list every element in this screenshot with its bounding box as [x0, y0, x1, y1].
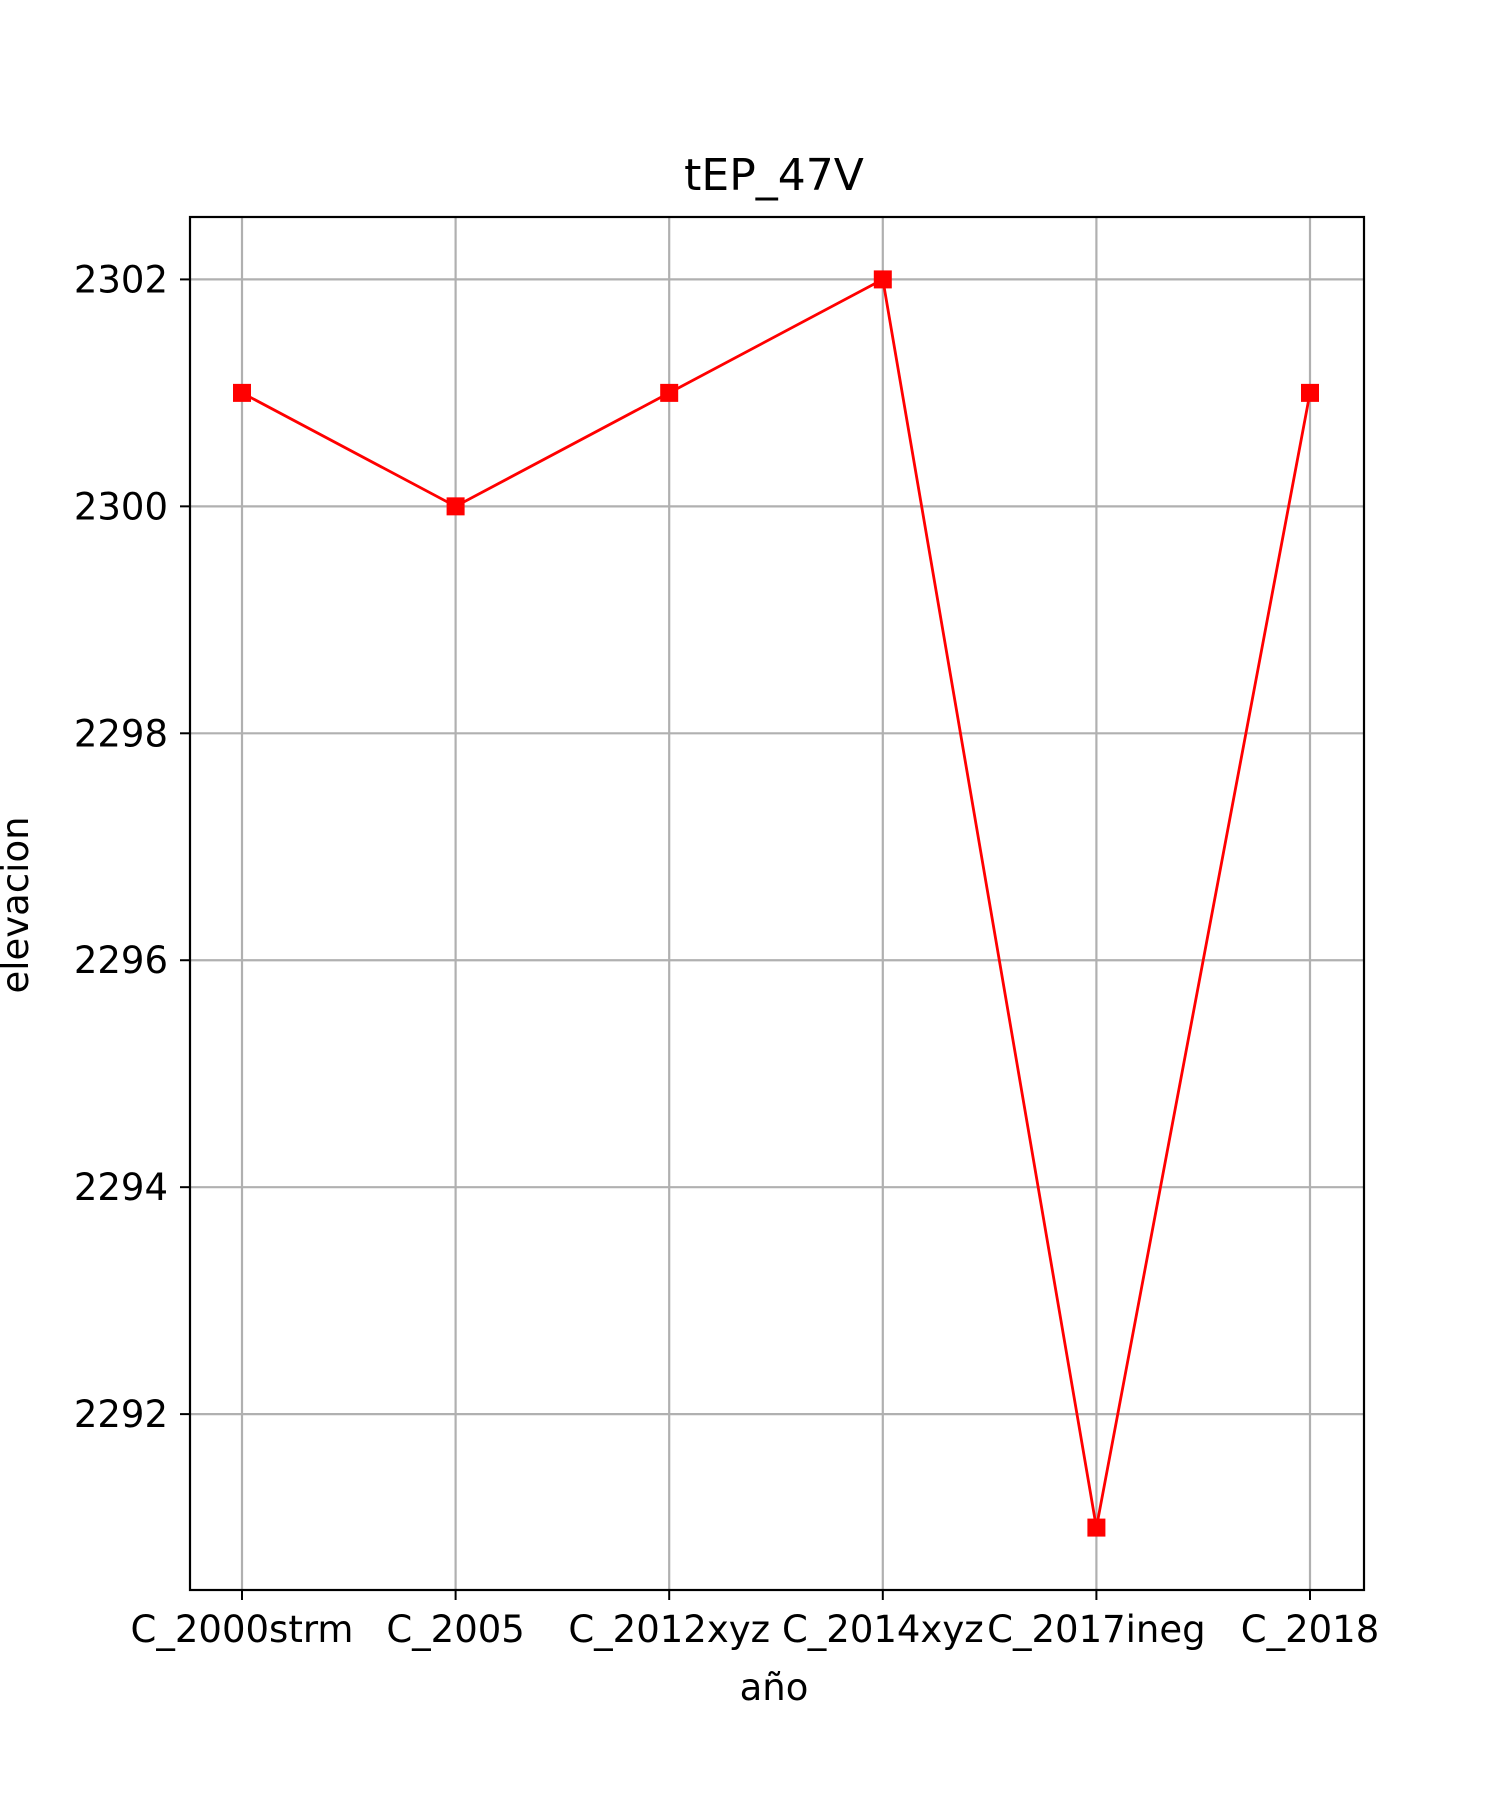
data-point-marker: [660, 383, 679, 402]
y-tick-label: 2302: [74, 258, 168, 301]
y-tick-label: 2298: [74, 712, 168, 755]
y-axis-label: elevacion: [0, 816, 37, 993]
x-axis-label: año: [740, 1666, 809, 1709]
data-point-marker: [1301, 383, 1319, 402]
tick-layer: C_2000strm C_2005 C_2012xyz C_2014xyz C_2017…: [74, 258, 1379, 1651]
data-point-marker: [233, 383, 251, 402]
y-tick-label: 2292: [74, 1393, 168, 1436]
series-line: [241, 277, 1312, 1528]
series-layer: [233, 270, 1319, 1537]
y-tick-label: 2300: [74, 485, 168, 528]
x-tick-label: C_2012xyz: [568, 1608, 770, 1651]
grid: [190, 217, 1364, 1590]
data-point-marker: [446, 497, 465, 516]
data-point-marker: [873, 270, 892, 289]
data-point-marker: [1087, 1518, 1106, 1537]
x-tick-label: C_2005: [386, 1608, 525, 1651]
y-tick-label: 2296: [74, 939, 168, 982]
chart-title: tEP_47V: [684, 150, 864, 201]
x-tick-label: C_2014xyz: [782, 1608, 984, 1651]
y-tick-label: 2294: [74, 1166, 168, 1209]
x-tick-label: C_2017ineg: [987, 1608, 1205, 1651]
x-tick-label: C_2018: [1241, 1608, 1380, 1651]
axes-frame: [188, 215, 1366, 1592]
x-tick-label: C_2000strm: [131, 1608, 354, 1651]
